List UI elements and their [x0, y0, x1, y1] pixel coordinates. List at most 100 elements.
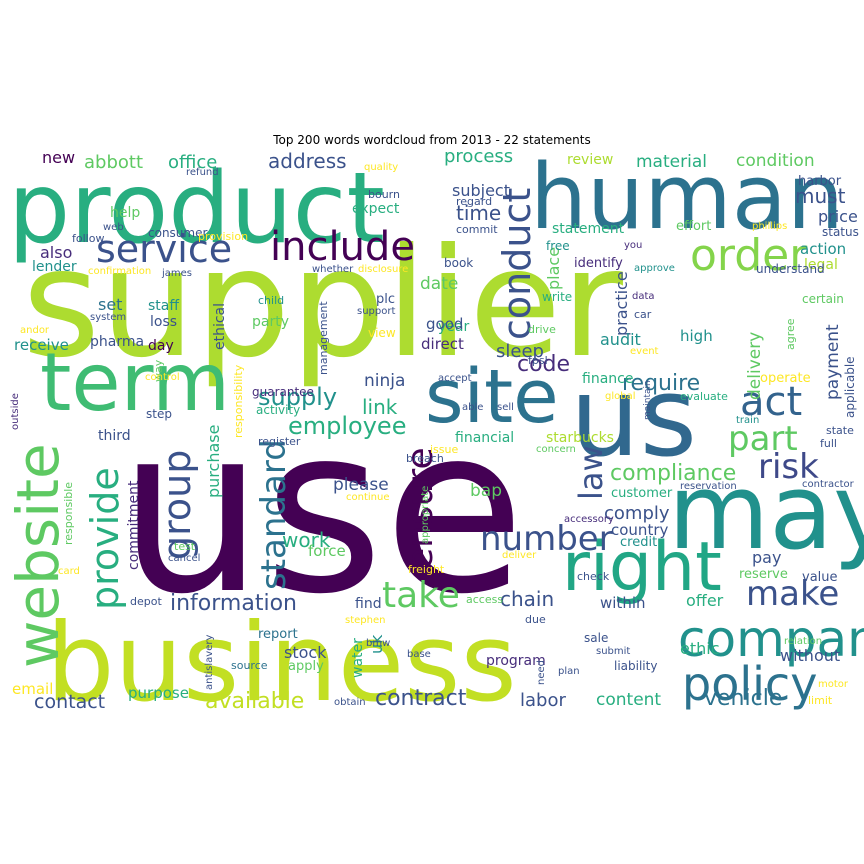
word-process: process [444, 146, 513, 167]
word-register: register [258, 435, 301, 448]
word-free: free [546, 239, 570, 253]
word-liability: liability [614, 659, 657, 673]
word-condition: condition [736, 151, 815, 171]
word-audit: audit [600, 330, 641, 349]
word-antislavery: antislavery [204, 635, 215, 690]
word-supplier: supplier [22, 217, 623, 391]
figure-title: Top 200 words wordcloud from 2013 - 22 s… [273, 133, 591, 147]
word-disclosure: disclosure [358, 264, 408, 275]
word-need: need [536, 660, 547, 685]
word-drive: drive [528, 323, 556, 336]
word-compliance: compliance [610, 461, 736, 486]
word-event: event [630, 346, 659, 357]
word-product: product [8, 152, 385, 266]
word-statement: statement [552, 221, 625, 237]
word-guarantee: guarantee [252, 385, 314, 399]
word-delivery: delivery [745, 332, 765, 400]
word-system: system [90, 312, 126, 323]
word-data: data [632, 291, 655, 302]
word-plan: plan [558, 666, 580, 677]
word-employee: employee [288, 412, 406, 440]
word-without: without [780, 646, 840, 665]
word-responsible: responsible [62, 482, 75, 545]
word-time: time [456, 201, 501, 225]
word-purchase: purchase [204, 425, 223, 498]
word-credit: credit [620, 535, 657, 550]
word-apply: apply [288, 659, 324, 674]
word-vehicle: vehicle [704, 686, 782, 711]
word-review: review [567, 152, 613, 168]
word-book: book [444, 256, 473, 270]
word-submit: submit [596, 646, 630, 657]
word-card: card [58, 566, 80, 577]
word-access: access [466, 593, 503, 606]
word-management: management [317, 301, 330, 375]
word-service: service [96, 227, 232, 271]
word-control: control [145, 372, 180, 383]
word-ethical: ethical [212, 303, 228, 350]
word-refund: refund [186, 167, 219, 178]
word-program: program [486, 653, 546, 669]
word-breach: breach [406, 452, 444, 465]
word-receive: receive [14, 336, 69, 354]
word-source: source [231, 659, 268, 672]
word-provide: provide [83, 467, 127, 610]
word-stock: stock [284, 643, 327, 662]
word-chain: chain [500, 587, 554, 611]
word-concern: concern [536, 444, 576, 455]
word-support: support [357, 306, 395, 317]
word-part: part [728, 419, 798, 459]
word-web: web [103, 222, 124, 233]
word-human: human [530, 145, 844, 250]
word-number: number [480, 519, 613, 559]
word-risk: risk [758, 447, 819, 487]
word-effort: effort [676, 219, 711, 234]
word-status: status [822, 225, 859, 239]
word-offer: offer [686, 591, 724, 610]
word-harbor: harbor [798, 174, 842, 189]
word-business: business [46, 601, 517, 726]
word-accessory: accessory [564, 514, 614, 525]
word-sale: sale [584, 631, 608, 645]
word-water: water [350, 638, 366, 678]
word-site: site [425, 354, 559, 440]
word-regard: regard [456, 195, 492, 208]
word-policy: policy [682, 657, 817, 711]
word-bourn: bourn [368, 188, 400, 201]
word-commitment: commitment [126, 480, 142, 570]
word-deliver: deliver [502, 550, 537, 561]
word-customer: customer [611, 486, 673, 501]
word-due: due [525, 613, 546, 626]
word-full: full [820, 437, 837, 450]
word-help: help [110, 205, 140, 221]
word-date: date [420, 274, 458, 294]
word-ninja: ninja [364, 371, 405, 391]
word-report: report [258, 627, 298, 642]
word-reservation: reservation [680, 481, 737, 492]
word-within: within [600, 594, 646, 612]
word-sell: sell [497, 402, 514, 413]
word-require: require [622, 371, 700, 396]
word-freight: freight [408, 563, 445, 576]
word-payment: payment [823, 324, 843, 400]
word-website: website [4, 443, 72, 668]
word-staff: staff [148, 298, 179, 314]
word-check: check [577, 570, 610, 583]
word-company: company [678, 610, 864, 668]
word-material: material [636, 152, 707, 172]
word-term: term [40, 336, 230, 429]
word-uk: uk [367, 634, 386, 654]
word-contact: contact [34, 691, 105, 713]
word-ensure: ensure [400, 447, 441, 570]
word-find: find [355, 596, 382, 612]
word-whether: whether [312, 264, 354, 275]
word-comply: comply [604, 503, 670, 524]
word-set: set [98, 295, 122, 314]
word-contractor: contractor [802, 479, 855, 490]
word-new: new [42, 148, 75, 167]
word-reserve: reserve [739, 567, 788, 582]
word-train: train [736, 415, 759, 426]
word-limit: limit [808, 694, 833, 707]
word-operate: operate [760, 371, 811, 386]
word-take: take [382, 575, 460, 616]
